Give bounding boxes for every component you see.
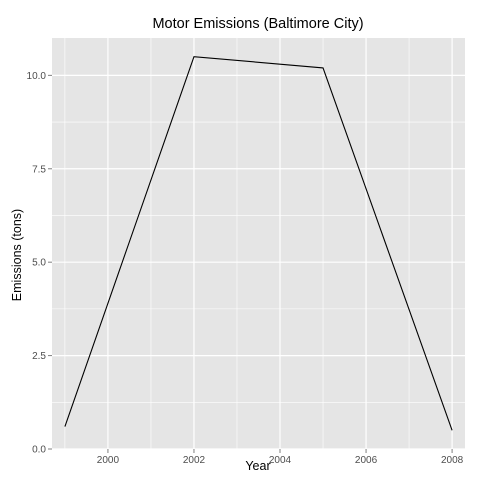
y-tick-label: 5.0 xyxy=(32,258,46,269)
x-tick-label: 2000 xyxy=(97,455,120,466)
x-tick-label: 2002 xyxy=(183,455,206,466)
y-tick-label: 7.5 xyxy=(32,164,46,175)
series-line xyxy=(64,56,453,431)
x-tick-label: 2006 xyxy=(355,455,378,466)
minor-grid-y xyxy=(52,121,465,403)
x-axis-ticks: 2000 2002 2004 2006 2008 xyxy=(97,449,464,466)
x-tick-label: 2008 xyxy=(441,455,464,466)
chart-title: Motor Emissions (Baltimore City) xyxy=(152,16,363,32)
y-tick-label: 2.5 xyxy=(32,351,46,362)
x-tick-label: 2004 xyxy=(269,455,292,466)
major-grid-y xyxy=(52,74,465,450)
y-tick-label: 10.0 xyxy=(27,71,47,82)
x-axis-title: Year xyxy=(245,459,270,473)
major-grid-x xyxy=(107,38,453,449)
y-axis-title: Emissions (tons) xyxy=(10,209,24,301)
y-tick-label: 0.0 xyxy=(32,445,46,456)
y-axis-ticks: 0.0 2.5 5.0 7.5 10.0 xyxy=(27,71,52,456)
minor-grid-x xyxy=(64,38,410,449)
plot-panel xyxy=(52,38,465,449)
